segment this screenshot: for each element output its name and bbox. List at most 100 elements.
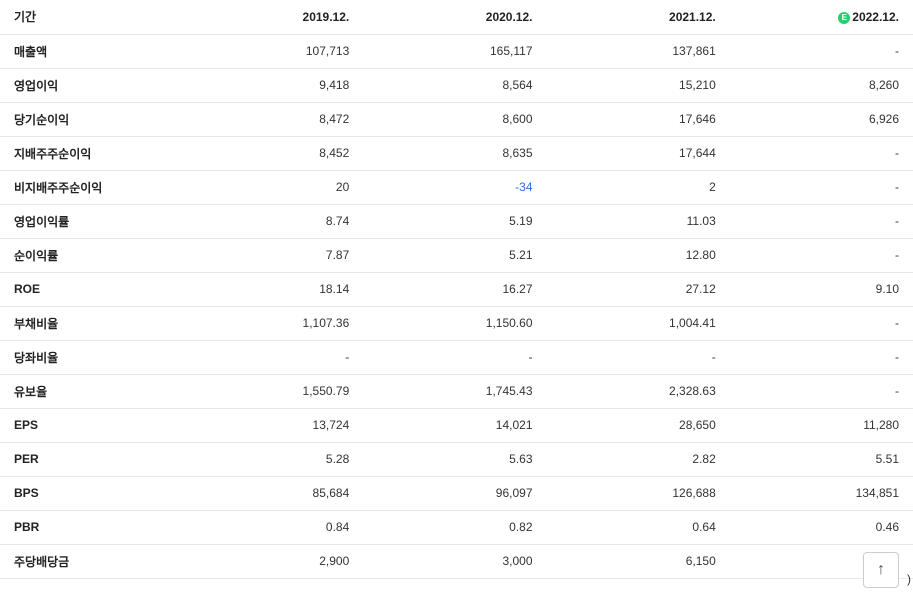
row-label: 당기순이익: [0, 102, 180, 136]
cell-value: 5.21: [363, 238, 546, 272]
cell-value: -: [180, 340, 363, 374]
cell-value: 12.80: [547, 238, 730, 272]
table-row: PBR0.840.820.640.46: [0, 510, 913, 544]
cell-value: 1,150.60: [363, 306, 546, 340]
cell-value: 28,650: [547, 408, 730, 442]
cell-value: 13,724: [180, 408, 363, 442]
table-row: 유보율1,550.791,745.432,328.63-: [0, 374, 913, 408]
cell-value: 6,150: [547, 544, 730, 578]
cell-value: 20: [180, 170, 363, 204]
header-col-2019: 2019.12.: [180, 0, 363, 34]
cell-value: -: [730, 374, 913, 408]
header-col-2020: 2020.12.: [363, 0, 546, 34]
table-row: 매출액107,713165,117137,861-: [0, 34, 913, 68]
row-label: ROE: [0, 272, 180, 306]
cell-value: 14,021: [363, 408, 546, 442]
cell-value: -: [730, 306, 913, 340]
cell-value: 8,564: [363, 68, 546, 102]
cell-value: 0.82: [363, 510, 546, 544]
header-col-2022-label: 2022.12.: [852, 10, 899, 24]
table-row: 주당배당금2,9003,0006,150: [0, 544, 913, 578]
cell-value: 2.82: [547, 442, 730, 476]
cell-value: 2: [547, 170, 730, 204]
cell-value: 9.10: [730, 272, 913, 306]
arrow-up-icon: ↑: [877, 561, 885, 579]
row-label: EPS: [0, 408, 180, 442]
table-header-row: 기간 2019.12. 2020.12. 2021.12. E2022.12.: [0, 0, 913, 34]
estimate-badge-icon: E: [838, 12, 850, 24]
cell-value: 137,861: [547, 34, 730, 68]
row-label: 당좌비율: [0, 340, 180, 374]
cell-value: 1,745.43: [363, 374, 546, 408]
cell-value: -34: [363, 170, 546, 204]
cell-value: 0.84: [180, 510, 363, 544]
table-row: 비지배주주순이익20-342-: [0, 170, 913, 204]
cell-value: 8.74: [180, 204, 363, 238]
cell-value: 0.64: [547, 510, 730, 544]
cell-value: 2,900: [180, 544, 363, 578]
cell-value: 9,418: [180, 68, 363, 102]
header-col-2022-estimate: E2022.12.: [730, 0, 913, 34]
cell-value: -: [730, 204, 913, 238]
cell-value: 2,328.63: [547, 374, 730, 408]
cell-value: 5.19: [363, 204, 546, 238]
cell-value: -: [363, 340, 546, 374]
table-row: 당기순이익8,4728,60017,6466,926: [0, 102, 913, 136]
cell-value: -: [547, 340, 730, 374]
header-col-2021: 2021.12.: [547, 0, 730, 34]
table-body: 매출액107,713165,117137,861-영업이익9,4188,5641…: [0, 34, 913, 578]
cell-value: -: [730, 34, 913, 68]
row-label: BPS: [0, 476, 180, 510]
row-label: 순이익률: [0, 238, 180, 272]
cell-value: 0.46: [730, 510, 913, 544]
table-row: 지배주주순이익8,4528,63517,644-: [0, 136, 913, 170]
cell-value: 107,713: [180, 34, 363, 68]
cell-value: 8,452: [180, 136, 363, 170]
trailing-paren: ): [907, 572, 911, 586]
cell-value: 11.03: [547, 204, 730, 238]
cell-value: 17,644: [547, 136, 730, 170]
cell-value: 1,004.41: [547, 306, 730, 340]
cell-value: 165,117: [363, 34, 546, 68]
cell-value: 6,926: [730, 102, 913, 136]
table-row: EPS13,72414,02128,65011,280: [0, 408, 913, 442]
table-row: 순이익률7.875.2112.80-: [0, 238, 913, 272]
cell-value: 27.12: [547, 272, 730, 306]
cell-value: 11,280: [730, 408, 913, 442]
cell-value: 17,646: [547, 102, 730, 136]
table-row: BPS85,68496,097126,688134,851: [0, 476, 913, 510]
cell-value: 16.27: [363, 272, 546, 306]
row-label: 주당배당금: [0, 544, 180, 578]
cell-value: 8,260: [730, 68, 913, 102]
cell-value: 7.87: [180, 238, 363, 272]
row-label: PBR: [0, 510, 180, 544]
cell-value: 134,851: [730, 476, 913, 510]
cell-value: 126,688: [547, 476, 730, 510]
table-row: 당좌비율----: [0, 340, 913, 374]
row-label: PER: [0, 442, 180, 476]
cell-value: 1,550.79: [180, 374, 363, 408]
row-label: 부채비율: [0, 306, 180, 340]
scroll-to-top-button[interactable]: ↑: [863, 552, 899, 588]
financial-table: 기간 2019.12. 2020.12. 2021.12. E2022.12. …: [0, 0, 913, 579]
cell-value: 18.14: [180, 272, 363, 306]
table-row: 영업이익9,4188,56415,2108,260: [0, 68, 913, 102]
table-row: 영업이익률8.745.1911.03-: [0, 204, 913, 238]
table-row: ROE18.1416.2727.129.10: [0, 272, 913, 306]
cell-value: 8,635: [363, 136, 546, 170]
cell-value: -: [730, 136, 913, 170]
cell-value: 96,097: [363, 476, 546, 510]
table-row: 부채비율1,107.361,150.601,004.41-: [0, 306, 913, 340]
row-label: 매출액: [0, 34, 180, 68]
cell-value: -: [730, 340, 913, 374]
cell-value: 3,000: [363, 544, 546, 578]
cell-value: 1,107.36: [180, 306, 363, 340]
row-label: 비지배주주순이익: [0, 170, 180, 204]
cell-value: 5.28: [180, 442, 363, 476]
header-period: 기간: [0, 0, 180, 34]
row-label: 유보율: [0, 374, 180, 408]
cell-value: 5.51: [730, 442, 913, 476]
cell-value: -: [730, 238, 913, 272]
row-label: 영업이익: [0, 68, 180, 102]
cell-value: 8,600: [363, 102, 546, 136]
